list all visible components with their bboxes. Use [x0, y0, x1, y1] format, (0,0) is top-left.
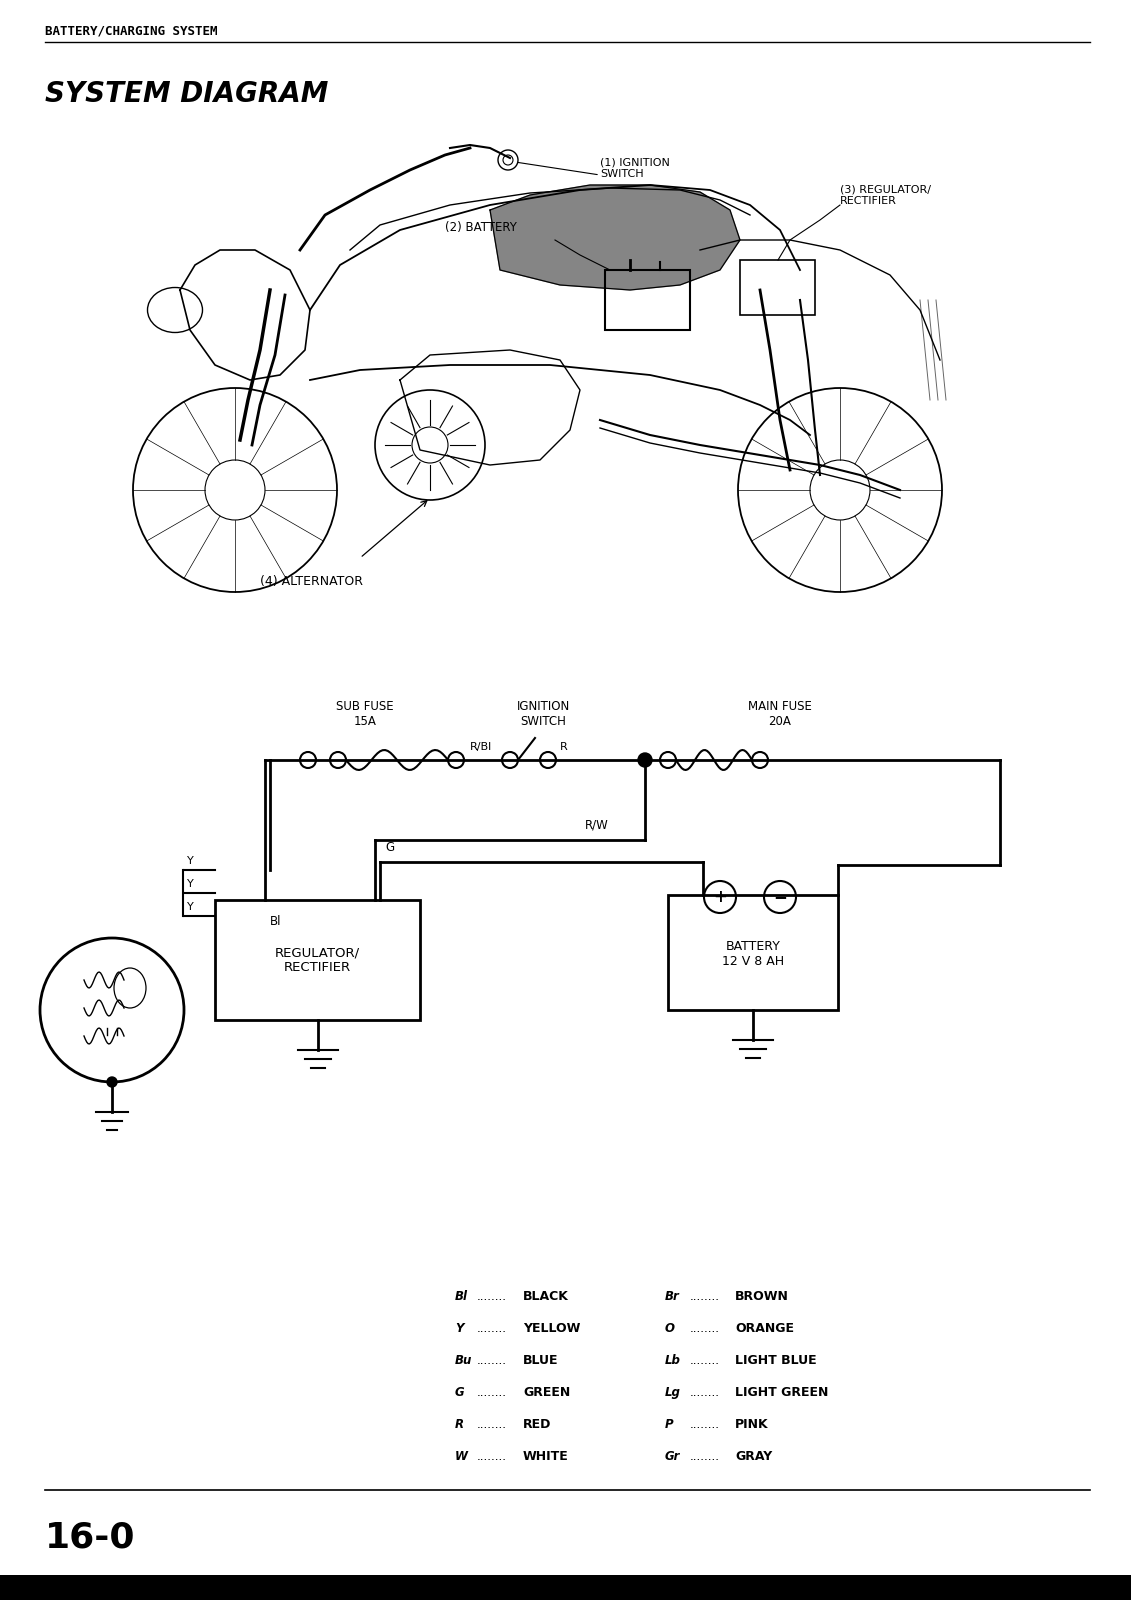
Text: IGNITION
SWITCH: IGNITION SWITCH	[517, 701, 570, 728]
Text: −: −	[774, 888, 787, 906]
Text: W: W	[455, 1450, 468, 1462]
Text: BATTERY
12 V 8 AH: BATTERY 12 V 8 AH	[722, 939, 784, 968]
Text: MAIN FUSE
20A: MAIN FUSE 20A	[748, 701, 812, 728]
Text: SUB FUSE
15A: SUB FUSE 15A	[336, 701, 394, 728]
Text: YELLOW: YELLOW	[523, 1322, 580, 1334]
Text: Br: Br	[665, 1290, 680, 1302]
Text: ........: ........	[690, 1290, 720, 1302]
Text: Y: Y	[187, 878, 193, 890]
Text: ........: ........	[690, 1418, 720, 1430]
Text: BATTERY/CHARGING SYSTEM: BATTERY/CHARGING SYSTEM	[45, 26, 217, 38]
Text: ........: ........	[690, 1386, 720, 1398]
Text: ........: ........	[477, 1386, 507, 1398]
Text: GRAY: GRAY	[735, 1450, 772, 1462]
Text: ........: ........	[477, 1354, 507, 1366]
Text: (1) IGNITION
SWITCH: (1) IGNITION SWITCH	[601, 157, 670, 179]
Text: (3) REGULATOR/
RECTIFIER: (3) REGULATOR/ RECTIFIER	[840, 184, 931, 206]
Text: Lg: Lg	[665, 1386, 681, 1398]
Text: ........: ........	[477, 1418, 507, 1430]
Text: Y: Y	[187, 902, 193, 912]
Text: R/W: R/W	[585, 819, 608, 832]
Text: (4) ALTERNATOR: (4) ALTERNATOR	[260, 574, 363, 587]
Text: Y: Y	[455, 1322, 464, 1334]
Text: WHITE: WHITE	[523, 1450, 569, 1462]
Text: BLUE: BLUE	[523, 1354, 559, 1366]
Text: Y: Y	[187, 856, 193, 866]
Text: ORANGE: ORANGE	[735, 1322, 794, 1334]
Text: Gr: Gr	[665, 1450, 681, 1462]
Text: RED: RED	[523, 1418, 552, 1430]
Text: Bl: Bl	[455, 1290, 468, 1302]
Text: G: G	[455, 1386, 465, 1398]
Text: ........: ........	[477, 1322, 507, 1334]
FancyBboxPatch shape	[45, 99, 1086, 619]
Text: GREEN: GREEN	[523, 1386, 570, 1398]
Text: ........: ........	[690, 1322, 720, 1334]
Text: Bu: Bu	[455, 1354, 473, 1366]
Text: R: R	[455, 1418, 464, 1430]
Circle shape	[638, 754, 651, 766]
Text: ........: ........	[477, 1290, 507, 1302]
Text: REGULATOR/
RECTIFIER: REGULATOR/ RECTIFIER	[275, 946, 360, 974]
Text: LIGHT GREEN: LIGHT GREEN	[735, 1386, 828, 1398]
Text: LIGHT BLUE: LIGHT BLUE	[735, 1354, 817, 1366]
Text: BROWN: BROWN	[735, 1290, 789, 1302]
Text: R: R	[560, 742, 568, 752]
Text: ........: ........	[690, 1354, 720, 1366]
Text: R/Bl: R/Bl	[470, 742, 492, 752]
Text: (2) BATTERY: (2) BATTERY	[444, 221, 517, 235]
Circle shape	[107, 1077, 116, 1086]
Text: ........: ........	[477, 1450, 507, 1462]
Text: +: +	[713, 888, 727, 906]
Polygon shape	[490, 186, 740, 290]
Text: P: P	[665, 1418, 674, 1430]
Text: Lb: Lb	[665, 1354, 681, 1366]
Text: G: G	[385, 842, 394, 854]
Text: SYSTEM DIAGRAM: SYSTEM DIAGRAM	[45, 80, 328, 109]
Text: 16-0: 16-0	[45, 1520, 136, 1554]
FancyBboxPatch shape	[0, 1574, 1131, 1600]
Text: ........: ........	[690, 1450, 720, 1462]
Text: BLACK: BLACK	[523, 1290, 569, 1302]
Text: O: O	[665, 1322, 675, 1334]
Text: PINK: PINK	[735, 1418, 769, 1430]
Text: Bl: Bl	[270, 915, 282, 928]
